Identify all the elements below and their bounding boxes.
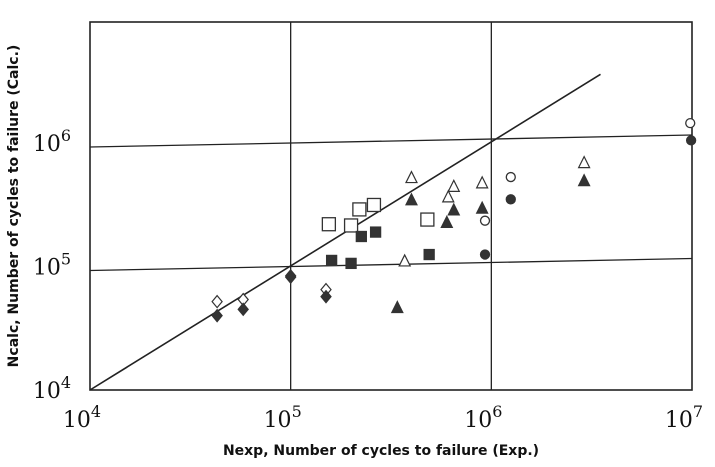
y-tick-label: 105: [33, 250, 71, 281]
data-point-square-open: [366, 197, 382, 213]
data-point-circle-open: [505, 171, 516, 183]
data-point-square-open: [321, 217, 337, 232]
x-tick-labels: 104 105 106 107: [63, 402, 703, 433]
data-point-square-filled: [423, 248, 435, 261]
data-point-triangle-open: [577, 155, 591, 169]
data-point-circle-filled: [479, 249, 491, 260]
data-point-triangle-open: [405, 170, 418, 184]
data-point-square-open: [343, 218, 359, 233]
data-point-circle-filled: [685, 135, 697, 146]
data-point-triangle-open: [447, 179, 461, 192]
grid: [89, 22, 693, 390]
x-tick-label: 106: [464, 402, 502, 433]
data-point-square-open: [420, 212, 435, 227]
data-point-triangle-filled: [447, 202, 461, 216]
x-tick-label: 107: [665, 402, 703, 433]
data-point-triangle-filled: [405, 192, 418, 206]
y-tick-label: 104: [33, 373, 71, 404]
data-point-triangle-filled: [440, 214, 454, 228]
data-point-square-filled: [355, 230, 367, 243]
data-point-square-filled: [325, 254, 338, 267]
x-tick-label: 104: [63, 402, 101, 433]
data-point-triangle-open: [475, 175, 489, 189]
grid-line-horizontal: [89, 257, 693, 272]
grid-line-horizontal: [89, 134, 693, 148]
data-point-triangle-open: [398, 253, 412, 267]
data-point-square-filled: [369, 226, 382, 238]
y-axis-title: Ncalc, Number of cycles to failure (Calc…: [6, 45, 22, 368]
data-point-triangle-filled: [577, 173, 591, 187]
plot-frame: [89, 21, 693, 391]
data-point-triangle-filled: [475, 200, 489, 214]
data-point-square-filled: [345, 257, 357, 270]
y-tick-labels: 104 105 106: [33, 126, 71, 404]
data-point-square-open: [352, 202, 367, 217]
data-point-triangle-open: [441, 189, 455, 203]
data-point-circle-open: [685, 117, 696, 129]
data-point-diamond-filled: [237, 302, 249, 317]
data-point-diamond-filled: [320, 289, 332, 304]
data-point-triangle-filled: [390, 300, 404, 314]
x-tick-label: 105: [264, 402, 302, 433]
data-point-circle-open: [479, 215, 491, 226]
data-point-diamond-filled: [211, 308, 223, 323]
data-point-diamond-filled: [284, 270, 297, 285]
y-tick-label: 106: [33, 126, 71, 157]
data-point-diamond-open: [211, 294, 223, 309]
x-axis-title: Nexp, Number of cycles to failure (Exp.): [223, 443, 539, 459]
data-point-circle-filled: [505, 194, 516, 205]
data-points: [211, 117, 697, 323]
